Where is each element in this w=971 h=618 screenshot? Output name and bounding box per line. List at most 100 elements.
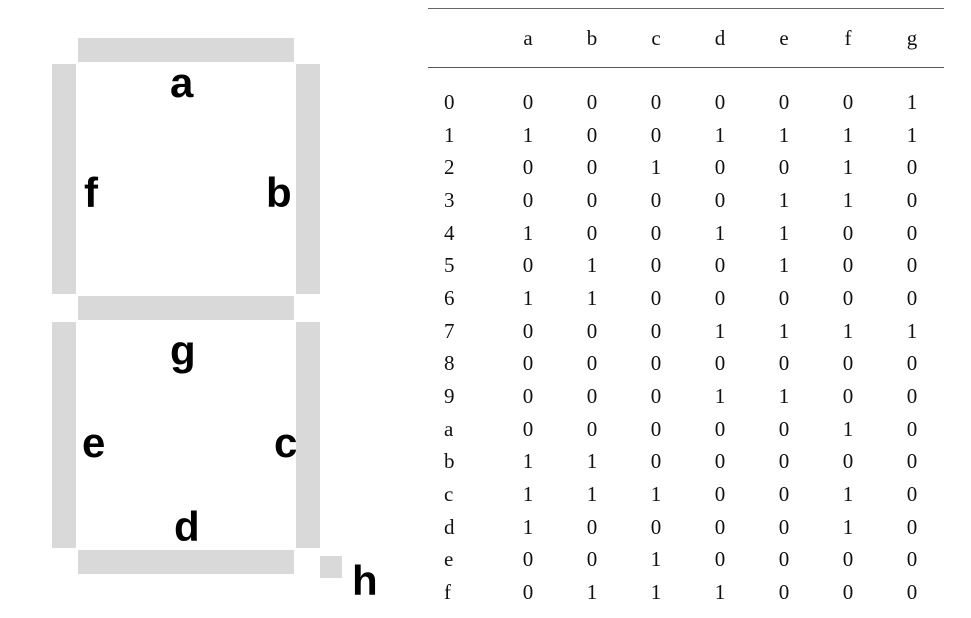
segment-d bbox=[78, 550, 294, 574]
table-cell: 0 bbox=[906, 547, 918, 572]
table-cell: 0 bbox=[714, 351, 726, 376]
table-cell: 0 bbox=[842, 285, 854, 310]
table-cell: 0 bbox=[522, 416, 534, 441]
table-cell: 0 bbox=[714, 155, 726, 180]
table-row: a 0 0 0 0 0 1 0 bbox=[428, 413, 944, 446]
table-row: 2 0 0 1 0 0 1 0 bbox=[428, 151, 944, 184]
table-cell: 1 bbox=[522, 122, 534, 147]
table-cell: 1 bbox=[586, 285, 598, 310]
table-cell: 1 bbox=[586, 580, 598, 605]
table-cell: 0 bbox=[522, 187, 534, 212]
table-row: d 1 0 0 0 0 1 0 bbox=[428, 511, 944, 544]
segment-label-a: a bbox=[170, 59, 194, 106]
table-cell: 0 bbox=[842, 449, 854, 474]
table-cell: 0 bbox=[586, 514, 598, 539]
segment-label-f: f bbox=[84, 169, 98, 216]
table-cell: 0 bbox=[650, 351, 662, 376]
table-row: 6 1 1 0 0 0 0 0 bbox=[428, 282, 944, 315]
table-cell: 0 bbox=[650, 253, 662, 278]
table-row: 7 0 0 0 1 1 1 1 bbox=[428, 315, 944, 348]
table-cell: 1 bbox=[842, 416, 854, 441]
table-cell: 1 bbox=[778, 384, 790, 409]
table-cell: 0 bbox=[906, 384, 918, 409]
table-cell: 1 bbox=[842, 514, 854, 539]
table-cell: 0 bbox=[586, 89, 598, 114]
table-cell: 0 bbox=[586, 318, 598, 343]
table-row: 5 0 1 0 0 1 0 0 bbox=[428, 249, 944, 282]
table-cell: 0 bbox=[906, 285, 918, 310]
table-cell: 0 bbox=[650, 384, 662, 409]
table-cell: 0 bbox=[906, 449, 918, 474]
row-label: b bbox=[444, 449, 455, 474]
table-cell: 1 bbox=[650, 580, 662, 605]
table-corner-cell bbox=[428, 8, 496, 68]
table-cell: 1 bbox=[778, 220, 790, 245]
table-cell: 1 bbox=[842, 122, 854, 147]
segment-label-c: c bbox=[274, 419, 298, 466]
column-header-e: e bbox=[752, 8, 816, 68]
table-cell: 0 bbox=[842, 220, 854, 245]
segment-label-e: e bbox=[82, 419, 106, 466]
column-header-g: g bbox=[880, 8, 944, 68]
table-cell: 1 bbox=[650, 155, 662, 180]
segment-e bbox=[52, 322, 76, 548]
row-label: 7 bbox=[444, 318, 455, 343]
table-cell: 0 bbox=[586, 122, 598, 147]
table-cell: 1 bbox=[714, 580, 726, 605]
table-cell: 0 bbox=[586, 547, 598, 572]
table-cell: 1 bbox=[714, 384, 726, 409]
table-row: 8 0 0 0 0 0 0 0 bbox=[428, 348, 944, 381]
table-cell: 1 bbox=[714, 220, 726, 245]
table-cell: 1 bbox=[842, 482, 854, 507]
table-cell: 1 bbox=[906, 89, 918, 114]
table-cell: 0 bbox=[906, 155, 918, 180]
table-cell: 1 bbox=[842, 155, 854, 180]
table-cell: 0 bbox=[778, 416, 790, 441]
table-cell: 0 bbox=[714, 187, 726, 212]
table-cell: 0 bbox=[778, 89, 790, 114]
table-cell: 0 bbox=[522, 580, 534, 605]
table-cell: 0 bbox=[522, 155, 534, 180]
table-cell: 0 bbox=[650, 89, 662, 114]
column-header-f: f bbox=[816, 8, 880, 68]
table-cell: 1 bbox=[522, 514, 534, 539]
table-cell: 0 bbox=[522, 318, 534, 343]
row-label: f bbox=[444, 580, 451, 605]
table-cell: 1 bbox=[906, 122, 918, 147]
table-cell: 1 bbox=[650, 482, 662, 507]
table-cell: 0 bbox=[650, 449, 662, 474]
table-cell: 0 bbox=[586, 220, 598, 245]
table-cell: 1 bbox=[522, 482, 534, 507]
table-cell: 0 bbox=[906, 482, 918, 507]
table-cell: 0 bbox=[586, 155, 598, 180]
row-label: 9 bbox=[444, 384, 455, 409]
table-cell: 0 bbox=[842, 384, 854, 409]
table-cell: 1 bbox=[778, 318, 790, 343]
table-cell: 0 bbox=[906, 416, 918, 441]
row-label: 2 bbox=[444, 155, 455, 180]
table-cell: 0 bbox=[650, 318, 662, 343]
table-cell: 0 bbox=[842, 253, 854, 278]
table-cell: 1 bbox=[778, 187, 790, 212]
table-cell: 0 bbox=[842, 89, 854, 114]
segment-g bbox=[78, 296, 294, 320]
segment-h-dot bbox=[320, 556, 342, 578]
row-label: 5 bbox=[444, 253, 455, 278]
table-cell: 0 bbox=[522, 89, 534, 114]
table-cell: 0 bbox=[906, 351, 918, 376]
table-cell: 0 bbox=[714, 482, 726, 507]
row-label: 6 bbox=[444, 285, 455, 310]
table-cell: 1 bbox=[586, 449, 598, 474]
table-cell: 1 bbox=[778, 253, 790, 278]
segment-a bbox=[78, 38, 294, 62]
table-cell: 0 bbox=[714, 416, 726, 441]
table-cell: 0 bbox=[778, 514, 790, 539]
table-cell: 0 bbox=[650, 416, 662, 441]
column-header-c: c bbox=[624, 8, 688, 68]
segment-label-d: d bbox=[174, 503, 200, 550]
segment-label-b: b bbox=[266, 169, 292, 216]
table-cell: 0 bbox=[650, 122, 662, 147]
